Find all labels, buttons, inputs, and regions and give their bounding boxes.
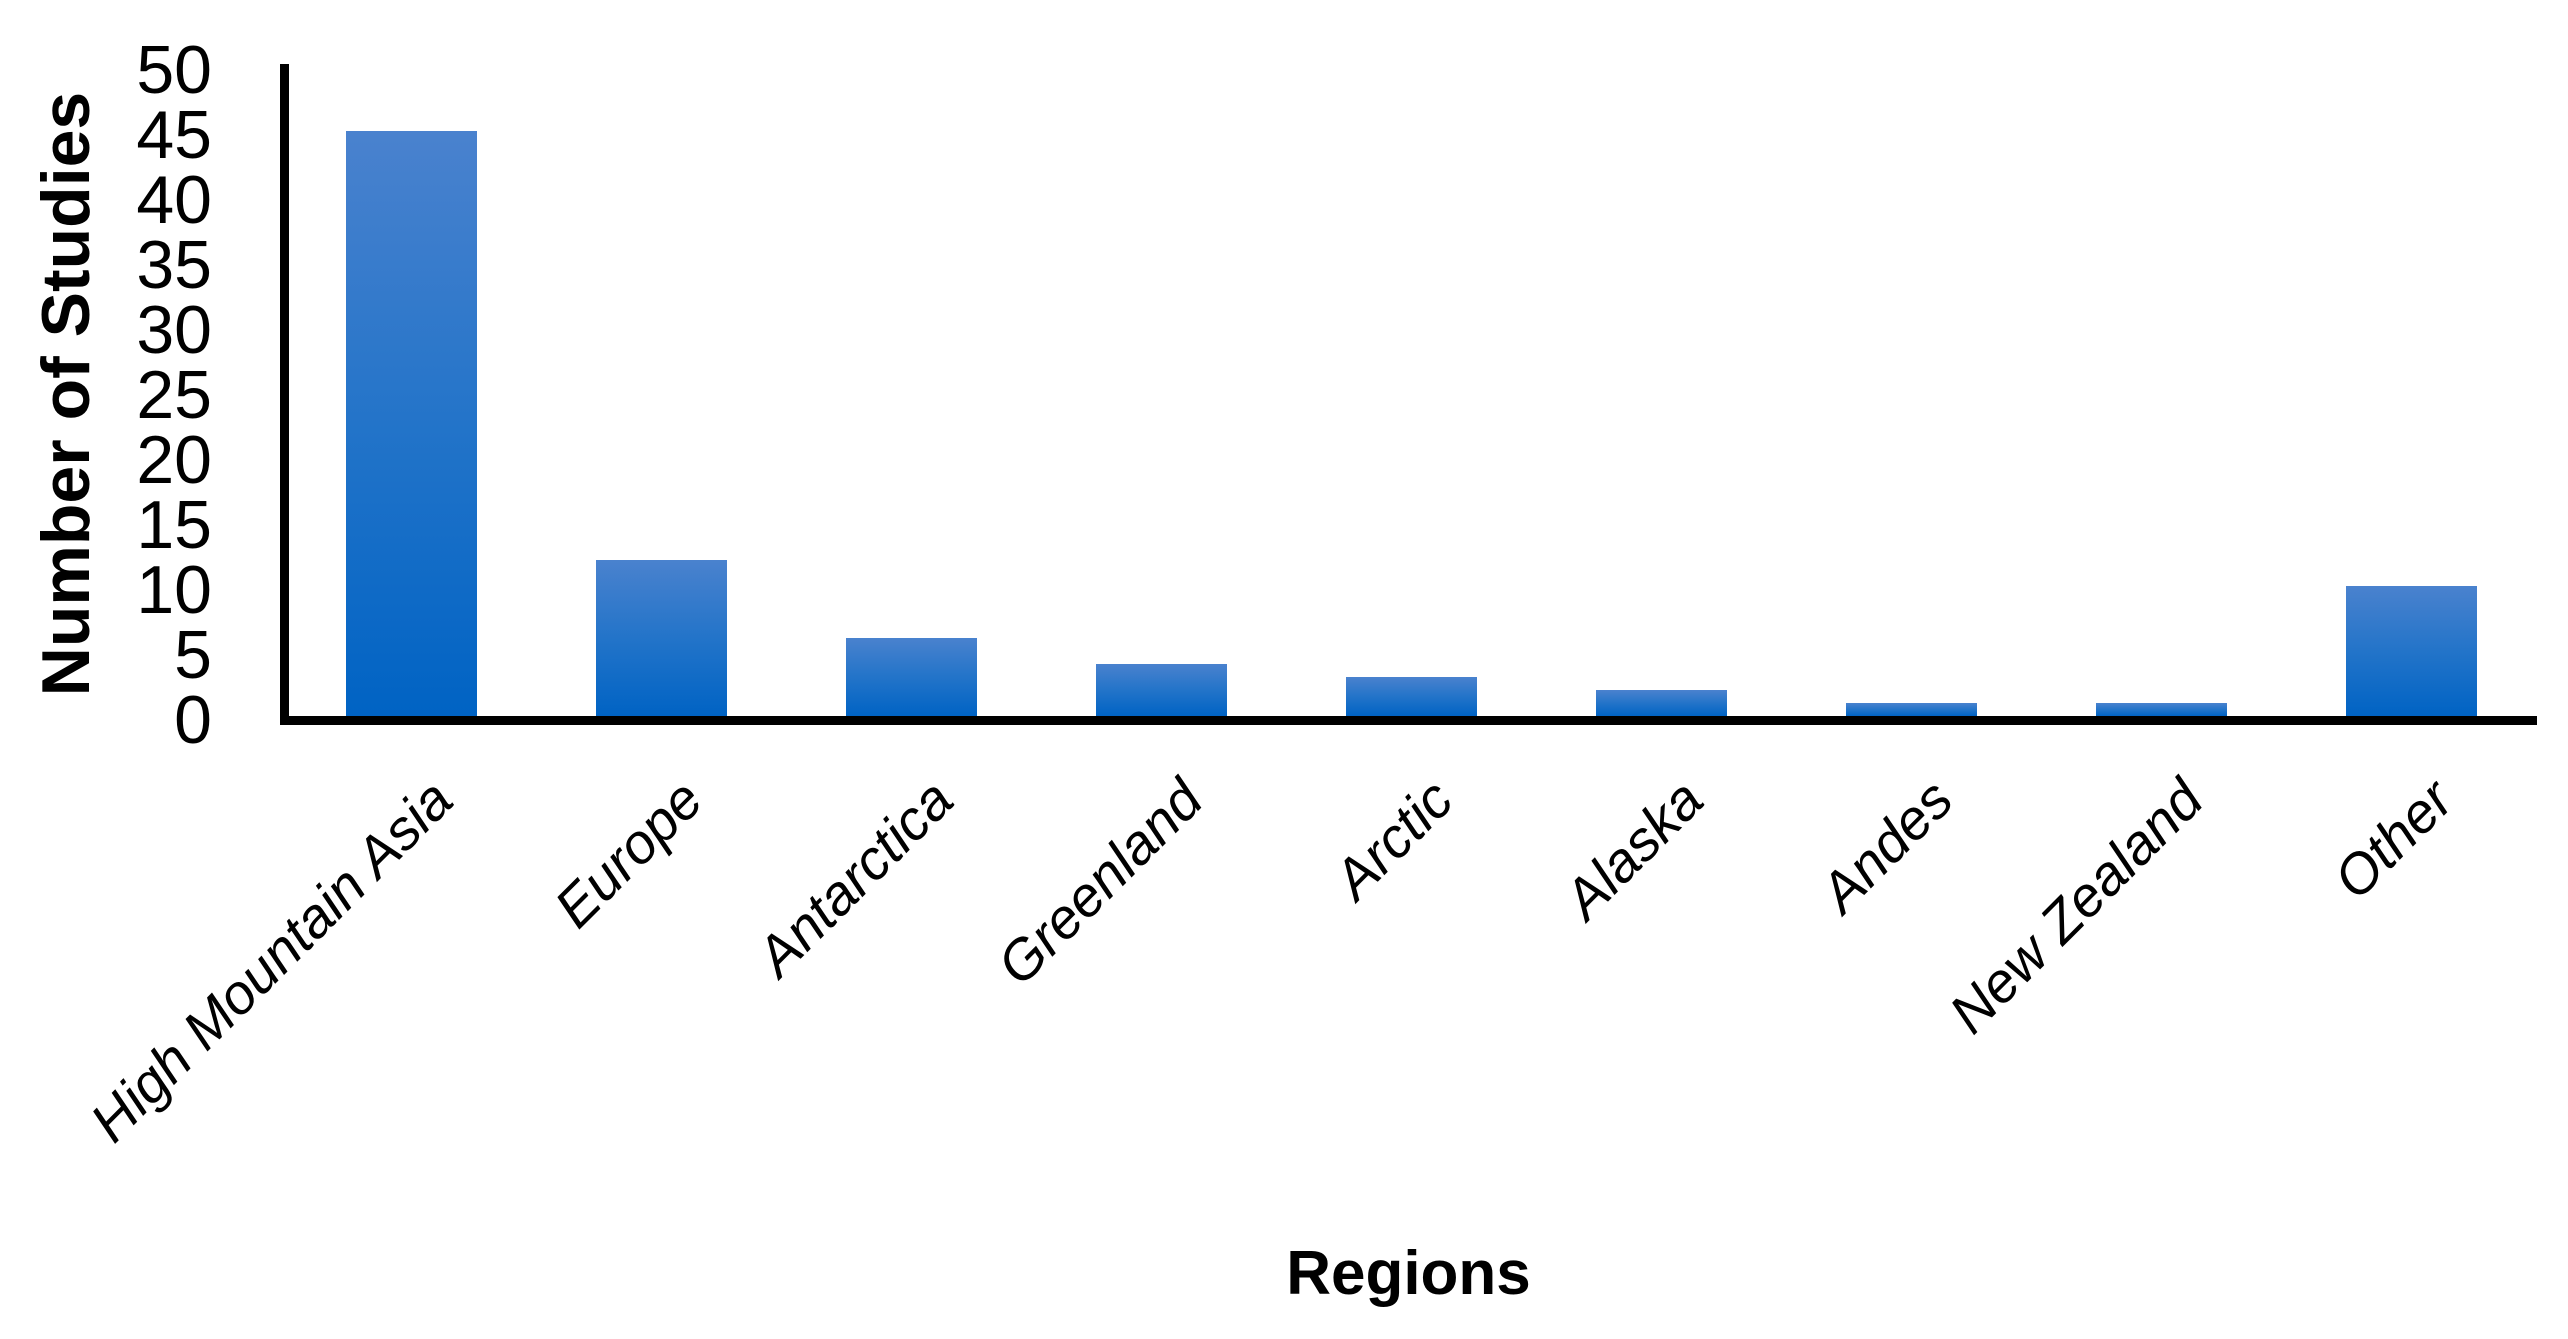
x-axis-line xyxy=(280,716,2537,725)
y-tick-label: 0 xyxy=(174,682,212,758)
bar-greenland xyxy=(1095,664,1227,716)
y-tick-label: 25 xyxy=(136,357,212,433)
y-axis-line xyxy=(280,64,289,725)
bar-alaska xyxy=(1595,690,1727,716)
x-category-label-other: Other xyxy=(2321,767,2465,911)
bar-europe xyxy=(595,560,727,716)
y-tick-label: 35 xyxy=(136,227,212,303)
bar-high-mountain-asia xyxy=(345,131,477,716)
y-tick-label: 40 xyxy=(136,162,212,238)
bar-antarctica xyxy=(845,638,977,716)
x-axis-title: Regions xyxy=(1286,1239,1531,1308)
bar-arctic xyxy=(1345,677,1477,716)
x-category-label-antarctica: Antarctica xyxy=(744,767,965,988)
y-tick-label: 15 xyxy=(136,487,212,563)
bar-other xyxy=(2345,586,2477,716)
bar-new-zealand xyxy=(2095,703,2227,716)
y-tick-label: 30 xyxy=(136,292,212,368)
x-category-label-andes: Andes xyxy=(1807,767,1965,925)
y-tick-label: 20 xyxy=(136,422,212,498)
y-tick-label: 50 xyxy=(136,32,212,108)
x-category-label-europe: Europe xyxy=(542,767,715,940)
y-tick-label: 5 xyxy=(174,617,212,693)
x-category-label-greenland: Greenland xyxy=(985,767,1215,997)
x-category-label-arctic: Arctic xyxy=(1321,767,1465,911)
bar-andes xyxy=(1845,703,1977,716)
y-tick-label: 10 xyxy=(136,552,212,628)
y-tick-label: 45 xyxy=(136,97,212,173)
x-category-label-new-zealand: New Zealand xyxy=(1936,767,2215,1046)
x-category-label-alaska: Alaska xyxy=(1551,767,1715,931)
x-category-label-high-mountain-asia: High Mountain Asia xyxy=(78,767,465,1154)
